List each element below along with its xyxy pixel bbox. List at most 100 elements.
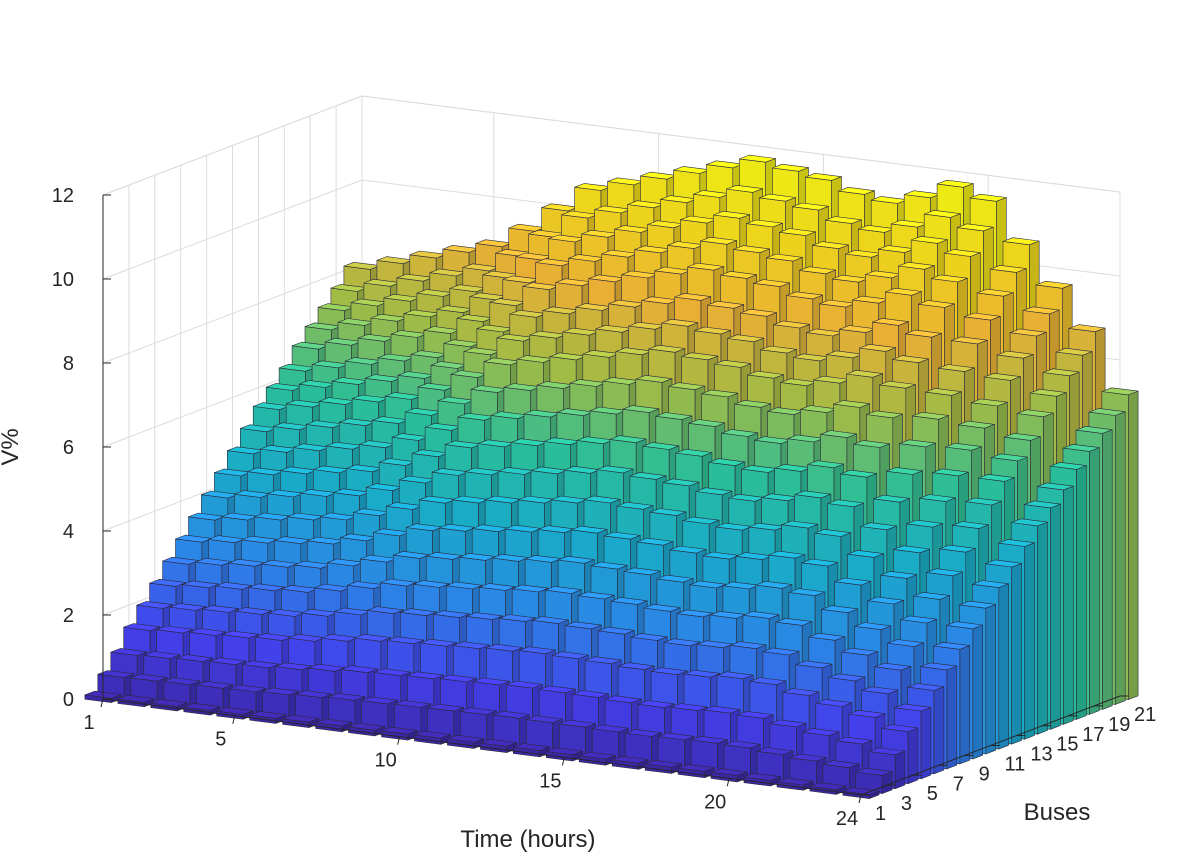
bar-top-face	[674, 292, 712, 301]
bar-top-face	[773, 320, 811, 329]
bar-top-face	[807, 460, 845, 469]
bar-top-face	[860, 522, 898, 531]
bar-top-face	[946, 621, 984, 630]
y-tick-label: 13	[1030, 744, 1052, 766]
bar-t14-b1	[512, 743, 550, 758]
bar-top-face	[379, 578, 417, 587]
x-tick-mark	[858, 794, 862, 804]
bars-layer	[84, 154, 1139, 804]
x-axis-label: Time (hours)	[460, 826, 595, 853]
bar-top-face	[861, 686, 899, 695]
y-tick-label: 1	[875, 803, 886, 825]
bar-top-face	[837, 187, 875, 195]
y-tick-label: 3	[901, 793, 912, 815]
bar-top-face	[884, 287, 922, 296]
bar-top-face	[1010, 518, 1048, 527]
bar-side-face	[998, 583, 1009, 750]
bar-top-face	[163, 677, 201, 686]
bar-top-face	[460, 707, 497, 716]
bar-top-face	[721, 429, 759, 437]
bar-top-face	[729, 641, 767, 650]
bar-top-face	[182, 580, 220, 589]
bar-top-face	[833, 400, 871, 408]
y-tick-label: 17	[1082, 724, 1104, 746]
bar-top-face	[348, 722, 386, 731]
bar-top-face	[1002, 237, 1040, 246]
bar-top-face	[176, 654, 214, 663]
bar-top-face	[485, 643, 523, 652]
bar-top-face	[420, 638, 457, 647]
bar-top-face	[854, 622, 892, 630]
bar-top-face	[762, 647, 800, 656]
bar-top-face	[229, 684, 267, 693]
bar-top-face	[571, 690, 609, 698]
bar-top-face	[1068, 324, 1106, 333]
bar-t4-b1	[183, 702, 221, 716]
bar-t7-b1	[282, 714, 320, 728]
bar-top-face	[740, 308, 778, 317]
bar-top-face	[610, 597, 648, 605]
bar-top-face	[977, 473, 1015, 482]
bar-top-face	[117, 694, 155, 703]
bar-top-face	[216, 707, 254, 715]
bar-top-face	[583, 495, 621, 504]
bar-top-face	[1055, 347, 1093, 356]
bar-top-face	[189, 628, 227, 636]
bar-top-face	[880, 570, 918, 579]
x-tick-mark	[232, 715, 236, 724]
x-tick-mark	[726, 778, 730, 787]
bar-top-face	[675, 448, 713, 457]
bar-top-face	[847, 549, 885, 558]
bar-side-face	[946, 665, 958, 770]
bar-top-face	[262, 687, 300, 696]
bar-top-face	[676, 609, 714, 618]
bar-top-face	[670, 703, 708, 711]
z-tick-label: 8	[63, 353, 74, 375]
bar-top-face	[622, 405, 660, 413]
bar-top-face	[248, 583, 286, 592]
bar-top-face	[1088, 408, 1126, 416]
bar-top-face	[636, 537, 674, 546]
bar-top-face	[694, 326, 732, 335]
bar-t24-b2	[855, 767, 893, 794]
bar-top-face	[957, 420, 995, 429]
bar-top-face	[997, 539, 1035, 547]
bar-top-face	[939, 544, 976, 553]
bar-top-face	[1035, 280, 1073, 289]
bar-top-face	[687, 262, 725, 271]
bar-top-face	[713, 210, 751, 219]
bar-top-face	[791, 202, 829, 211]
bar-top-face	[381, 726, 419, 735]
bar-top-face	[412, 580, 450, 588]
bar-top-face	[1022, 306, 1060, 315]
bar-side-face	[959, 645, 971, 765]
bar-top-face	[710, 768, 748, 777]
bar-top-face	[782, 688, 820, 696]
bar-top-face	[597, 626, 635, 635]
bar-top-face	[795, 660, 833, 669]
bar-top-face	[1029, 388, 1067, 397]
y-tick-label: 11	[1005, 754, 1026, 776]
bar-top-face	[637, 700, 675, 708]
bar-top-face	[669, 545, 707, 554]
z-tick-label: 10	[52, 269, 74, 291]
bar-top-face	[760, 345, 798, 354]
bar-top-face	[766, 253, 803, 262]
bar-top-face	[590, 561, 628, 570]
bar-top-face	[156, 625, 194, 634]
bar-top-face	[538, 685, 576, 694]
bar-top-face	[518, 646, 556, 655]
bar-top-face	[222, 630, 260, 639]
bar-top-face	[926, 568, 964, 577]
bar-side-face	[972, 624, 984, 760]
bar-top-face	[97, 670, 135, 678]
bar-top-face	[578, 751, 616, 760]
z-tick-label: 0	[63, 689, 74, 711]
bar-t17-b1	[611, 755, 649, 770]
bar-top-face	[828, 673, 866, 682]
bar-top-face	[874, 662, 912, 671]
bar-top-face	[932, 468, 969, 477]
x-tick-mark	[100, 698, 104, 708]
bar-top-face	[964, 497, 1002, 506]
